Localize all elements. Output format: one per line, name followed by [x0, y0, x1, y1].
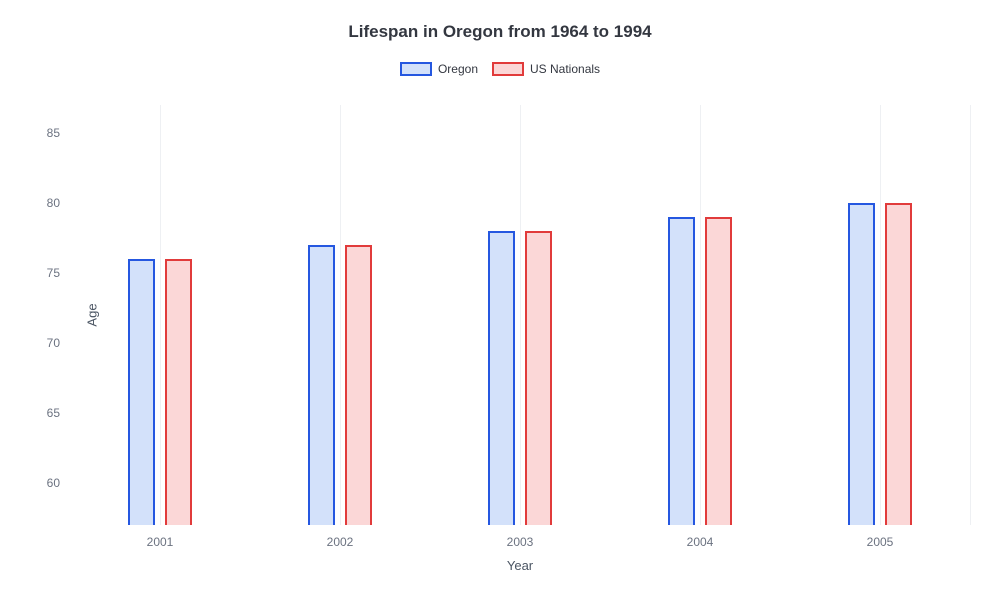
legend-swatch [492, 62, 524, 76]
x-tick-label: 2005 [867, 535, 894, 549]
grid-line [340, 105, 341, 525]
y-tick-label: 75 [47, 266, 60, 280]
bar [885, 203, 912, 525]
bar [165, 259, 192, 525]
bar [345, 245, 372, 525]
bar [128, 259, 155, 525]
legend-item: Oregon [400, 62, 478, 76]
grid-line [700, 105, 701, 525]
bar [525, 231, 552, 525]
plot-area: Age Year 2001200220032004200560657075808… [70, 105, 970, 525]
chart-legend: Oregon US Nationals [0, 62, 1000, 76]
grid-line [520, 105, 521, 525]
bar [308, 245, 335, 525]
x-tick-label: 2002 [327, 535, 354, 549]
bar [705, 217, 732, 525]
lifespan-chart: Lifespan in Oregon from 1964 to 1994 Ore… [0, 0, 1000, 600]
y-tick-label: 70 [47, 336, 60, 350]
grid-line [160, 105, 161, 525]
y-tick-label: 80 [47, 196, 60, 210]
y-axis-title: Age [85, 303, 100, 326]
grid-line [880, 105, 881, 525]
chart-title: Lifespan in Oregon from 1964 to 1994 [0, 0, 1000, 42]
legend-swatch [400, 62, 432, 76]
bar [488, 231, 515, 525]
x-tick-label: 2001 [147, 535, 174, 549]
bar [668, 217, 695, 525]
bar [848, 203, 875, 525]
y-tick-label: 60 [47, 476, 60, 490]
legend-label: US Nationals [530, 62, 600, 76]
legend-label: Oregon [438, 62, 478, 76]
legend-item: US Nationals [492, 62, 600, 76]
grid-line [970, 105, 971, 525]
x-tick-label: 2004 [687, 535, 714, 549]
y-tick-label: 85 [47, 126, 60, 140]
x-axis-title: Year [507, 558, 533, 573]
x-tick-label: 2003 [507, 535, 534, 549]
y-tick-label: 65 [47, 406, 60, 420]
